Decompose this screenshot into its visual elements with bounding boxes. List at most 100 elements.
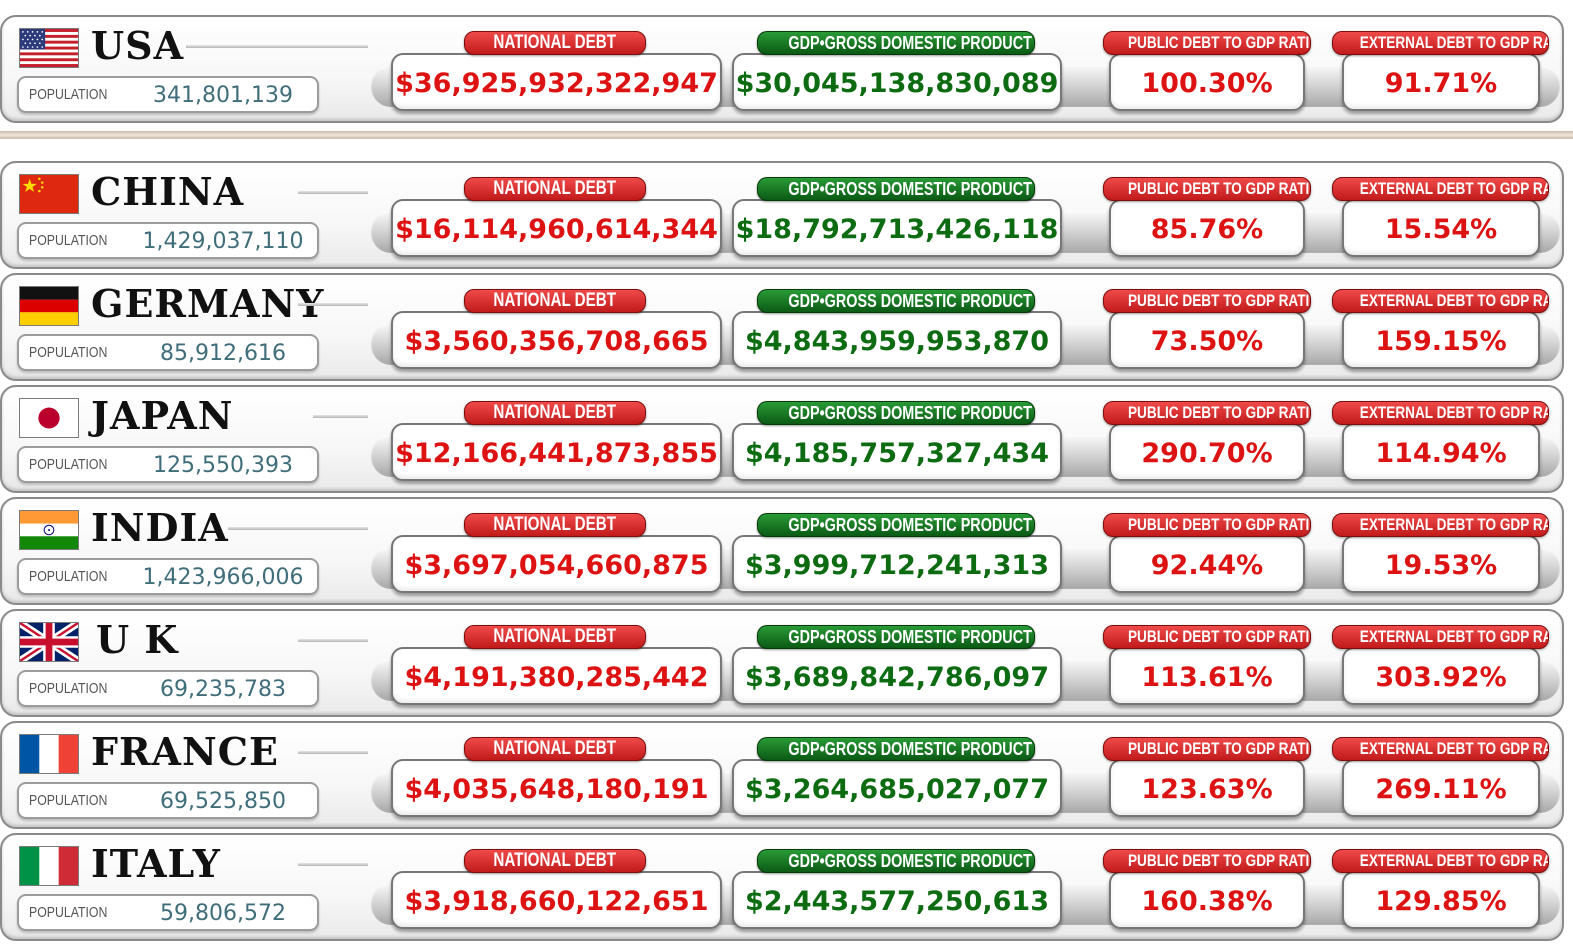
public-debt-ratio-label: PUBLIC DEBT TO GDP RATIO: [1103, 737, 1311, 761]
national-debt-label: NATIONAL DEBT: [464, 625, 646, 649]
gdp-value: $4,185,757,327,434: [732, 423, 1062, 481]
population-label: POPULATION: [29, 680, 108, 697]
gdp-label: GDP•GROSS DOMESTIC PRODUCT: [757, 177, 1035, 201]
gdp-label: GDP•GROSS DOMESTIC PRODUCT: [757, 513, 1035, 537]
public-debt-ratio-value: 113.61%: [1109, 647, 1305, 705]
national-debt-value: $3,560,356,708,665: [391, 311, 722, 369]
gdp-value: $3,264,685,027,077: [732, 759, 1062, 817]
country-name: JAPAN: [91, 393, 234, 438]
country-name: GERMANY: [91, 281, 325, 326]
public-debt-ratio-label: PUBLIC DEBT TO GDP RATIO: [1103, 625, 1311, 649]
population-value: 341,801,139: [153, 83, 293, 108]
population-value: 1,423,966,006: [142, 565, 304, 590]
national-debt-value: $4,035,648,180,191: [391, 759, 722, 817]
external-debt-ratio-value: 129.85%: [1342, 871, 1540, 929]
population-value: 69,525,850: [160, 789, 286, 814]
population-box: POPULATION 125,550,393: [17, 446, 319, 483]
external-debt-ratio-value: 114.94%: [1342, 423, 1540, 481]
population-label: POPULATION: [29, 456, 108, 473]
country-row-uk: U K POPULATION 69,235,783 $4,191,380,285…: [0, 609, 1564, 717]
external-debt-ratio-label: EXTERNAL DEBT TO GDP RATIO: [1332, 849, 1549, 873]
external-debt-ratio-value: 159.15%: [1342, 311, 1540, 369]
leader-line: [228, 527, 368, 530]
population-value: 59,806,572: [160, 901, 286, 926]
country-row-japan: JAPAN POPULATION 125,550,393 $12,166,441…: [0, 385, 1564, 493]
leader-line: [298, 191, 368, 194]
usa-flag-icon: [19, 28, 79, 68]
public-debt-ratio-value: 85.76%: [1109, 199, 1305, 257]
population-box: POPULATION 341,801,139: [17, 76, 319, 113]
country-name: ITALY: [91, 841, 221, 886]
leader-line: [313, 415, 368, 418]
gdp-label: GDP•GROSS DOMESTIC PRODUCT: [757, 737, 1035, 761]
national-debt-value: $36,925,932,322,947: [391, 53, 722, 111]
leader-line: [298, 303, 368, 306]
public-debt-ratio-label: PUBLIC DEBT TO GDP RATIO: [1103, 849, 1311, 873]
public-debt-ratio-value: 92.44%: [1109, 535, 1305, 593]
national-debt-label: NATIONAL DEBT: [464, 31, 646, 55]
public-debt-ratio-value: 100.30%: [1109, 53, 1305, 111]
population-value: 69,235,783: [160, 677, 286, 702]
italy-flag-icon: [19, 846, 79, 886]
public-debt-ratio-label: PUBLIC DEBT TO GDP RATIO: [1103, 177, 1311, 201]
national-debt-value: $16,114,960,614,344: [391, 199, 722, 257]
gdp-label: GDP•GROSS DOMESTIC PRODUCT: [757, 849, 1035, 873]
public-debt-ratio-value: 290.70%: [1109, 423, 1305, 481]
country-name: U K: [96, 617, 179, 662]
external-debt-ratio-value: 91.71%: [1342, 53, 1540, 111]
external-debt-ratio-value: 15.54%: [1342, 199, 1540, 257]
public-debt-ratio-value: 123.63%: [1109, 759, 1305, 817]
population-box: POPULATION 59,806,572: [17, 894, 319, 931]
population-label: POPULATION: [29, 904, 108, 921]
national-debt-label: NATIONAL DEBT: [464, 289, 646, 313]
country-name: FRANCE: [91, 729, 279, 774]
china-flag-icon: [19, 174, 79, 214]
country-name: INDIA: [91, 505, 229, 550]
external-debt-ratio-value: 269.11%: [1342, 759, 1540, 817]
section-divider: [0, 131, 1573, 139]
country-row-india: INDIA POPULATION 1,423,966,006 $3,697,05…: [0, 497, 1564, 605]
population-box: POPULATION 1,423,966,006: [17, 558, 319, 595]
public-debt-ratio-value: 160.38%: [1109, 871, 1305, 929]
population-box: POPULATION 1,429,037,110: [17, 222, 319, 259]
gdp-value: $3,689,842,786,097: [732, 647, 1062, 705]
national-debt-value: $3,697,054,660,875: [391, 535, 722, 593]
population-value: 85,912,616: [160, 341, 286, 366]
leader-line: [298, 751, 368, 754]
external-debt-ratio-label: EXTERNAL DEBT TO GDP RATIO: [1332, 31, 1549, 55]
gdp-label: GDP•GROSS DOMESTIC PRODUCT: [757, 625, 1035, 649]
gdp-value: $2,443,577,250,613: [732, 871, 1062, 929]
national-debt-value: $3,918,660,122,651: [391, 871, 722, 929]
gdp-label: GDP•GROSS DOMESTIC PRODUCT: [757, 289, 1035, 313]
gdp-label: GDP•GROSS DOMESTIC PRODUCT: [757, 31, 1035, 55]
public-debt-ratio-label: PUBLIC DEBT TO GDP RATIO: [1103, 513, 1311, 537]
leader-line: [298, 863, 368, 866]
population-label: POPULATION: [29, 568, 108, 585]
external-debt-ratio-label: EXTERNAL DEBT TO GDP RATIO: [1332, 177, 1549, 201]
national-debt-label: NATIONAL DEBT: [464, 513, 646, 537]
gdp-label: GDP•GROSS DOMESTIC PRODUCT: [757, 401, 1035, 425]
leader-line: [298, 639, 368, 642]
external-debt-ratio-label: EXTERNAL DEBT TO GDP RATIO: [1332, 737, 1549, 761]
france-flag-icon: [19, 734, 79, 774]
national-debt-value: $12,166,441,873,855: [391, 423, 722, 481]
population-box: POPULATION 69,235,783: [17, 670, 319, 707]
national-debt-label: NATIONAL DEBT: [464, 177, 646, 201]
external-debt-ratio-value: 19.53%: [1342, 535, 1540, 593]
population-value: 1,429,037,110: [142, 229, 304, 254]
country-row-italy: ITALY POPULATION 59,806,572 $3,918,660,1…: [0, 833, 1564, 941]
national-debt-label: NATIONAL DEBT: [464, 401, 646, 425]
country-name: USA: [91, 23, 185, 68]
public-debt-ratio-label: PUBLIC DEBT TO GDP RATIO: [1103, 289, 1311, 313]
country-name: CHINA: [91, 169, 245, 214]
country-row-usa: USA POPULATION 341,801,139 $36,925,932,3…: [0, 15, 1564, 123]
gdp-value: $3,999,712,241,313: [732, 535, 1062, 593]
external-debt-ratio-label: EXTERNAL DEBT TO GDP RATIO: [1332, 289, 1549, 313]
public-debt-ratio-label: PUBLIC DEBT TO GDP RATIO: [1103, 31, 1311, 55]
population-label: POPULATION: [29, 232, 108, 249]
country-row-germany: GERMANY POPULATION 85,912,616 $3,560,356…: [0, 273, 1564, 381]
gdp-value: $4,843,959,953,870: [732, 311, 1062, 369]
population-label: POPULATION: [29, 792, 108, 809]
uk-flag-icon: [19, 622, 79, 662]
population-label: POPULATION: [29, 344, 108, 361]
